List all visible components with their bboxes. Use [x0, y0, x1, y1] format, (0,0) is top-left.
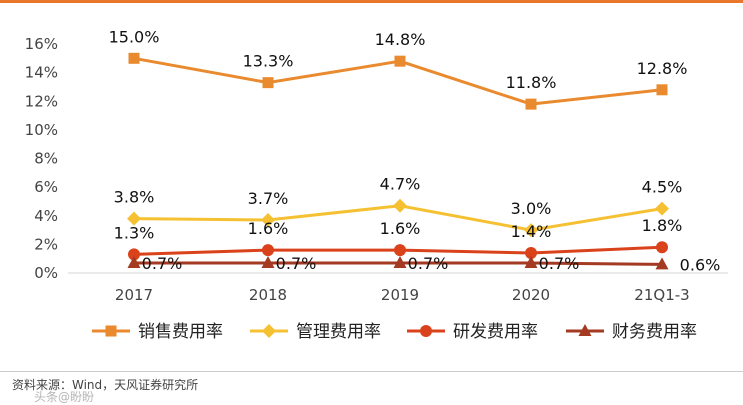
- data-point: [393, 255, 407, 268]
- x-tick-label: 2019: [381, 286, 419, 304]
- data-point: [127, 255, 141, 268]
- data-point: [525, 246, 537, 259]
- data-point: [128, 248, 140, 261]
- legend-marker: [105, 325, 117, 337]
- data-point: [656, 84, 668, 96]
- data-label-layer: 15.0% 13.3% 14.8% 11.8% 12.8% 3.8% 3.7% 4.7% 3.0…: [109, 27, 721, 274]
- data-label: 1.6%: [380, 219, 421, 238]
- line-chart: 0%2%4%6%8%10%12%14%16% 2017 2018 2019 2020 2…: [25, 27, 728, 342]
- data-label: 3.7%: [248, 189, 289, 208]
- data-point: [524, 223, 538, 238]
- data-point: [127, 211, 141, 226]
- legend-marker: [420, 325, 432, 337]
- legend-item: 研发费用率: [407, 322, 538, 342]
- data-point: [261, 255, 275, 268]
- y-tick-label: 8%: [34, 150, 58, 168]
- data-label: 1.4%: [511, 222, 552, 241]
- y-tick-label: 10%: [25, 121, 58, 139]
- x-tick-label: 2017: [115, 286, 153, 304]
- data-point: [262, 77, 274, 89]
- data-label: 12.8%: [637, 59, 688, 78]
- y-tick-label: 2%: [34, 235, 58, 253]
- data-point: [394, 55, 406, 67]
- legend-label: 财务费用率: [612, 322, 697, 342]
- data-point: [655, 201, 669, 216]
- legend-label: 研发费用率: [453, 322, 538, 342]
- data-label: 3.0%: [511, 199, 552, 218]
- x-tick-label: 2018: [249, 286, 287, 304]
- y-tick-label: 4%: [34, 207, 58, 225]
- legend: 销售费用率 管理费用率 研发费用率 财务费用率: [92, 322, 697, 342]
- data-point: [656, 241, 668, 254]
- y-tick-label: 0%: [34, 264, 58, 282]
- data-point: [655, 257, 669, 270]
- x-tick-label: 2020: [512, 286, 550, 304]
- legend-marker: [262, 324, 276, 338]
- data-label: 15.0%: [109, 27, 160, 46]
- data-label: 0.7%: [539, 254, 580, 273]
- data-point: [394, 244, 406, 257]
- data-point: [128, 52, 140, 64]
- top-rule: [0, 0, 743, 3]
- legend-label: 销售费用率: [138, 322, 223, 342]
- data-label: 0.7%: [276, 254, 317, 273]
- y-tick-label: 6%: [34, 178, 58, 196]
- data-label: 0.7%: [408, 254, 449, 273]
- legend-label: 管理费用率: [296, 322, 381, 342]
- legend-marker: [578, 324, 592, 336]
- data-label: 3.8%: [114, 188, 155, 207]
- bottom-rule: [0, 371, 743, 372]
- data-label: 4.7%: [380, 175, 421, 194]
- legend-item: 销售费用率: [92, 322, 223, 342]
- data-label: 14.8%: [375, 30, 426, 49]
- series-layer: [127, 52, 669, 270]
- y-tick-label: 14%: [25, 64, 58, 82]
- data-label: 0.6%: [680, 255, 721, 274]
- data-label: 1.6%: [248, 219, 289, 238]
- y-tick-label: 12%: [25, 92, 58, 110]
- y-axis: 0% 2% 4% 6% 8% 10% 12% 14% 16%: [25, 35, 58, 282]
- data-point: [525, 98, 537, 110]
- data-point: [524, 255, 538, 268]
- data-label: 1.8%: [642, 216, 683, 235]
- source-note: 资料来源：Wind，天风证券研究所: [12, 378, 199, 392]
- x-tick-label: 21Q1-3: [634, 286, 689, 304]
- legend-item: 财务费用率: [566, 322, 697, 342]
- data-point: [261, 213, 275, 228]
- data-point: [393, 198, 407, 213]
- data-label: 1.3%: [114, 223, 155, 242]
- data-label: 4.5%: [642, 178, 683, 197]
- y-tick-label: 16%: [25, 35, 58, 53]
- watermark: 头条@盼盼: [34, 390, 95, 404]
- data-point: [262, 244, 274, 257]
- data-label: 11.8%: [506, 73, 557, 92]
- legend-item: 管理费用率: [250, 322, 381, 342]
- data-label: 13.3%: [243, 52, 294, 71]
- data-label: 0.7%: [142, 254, 183, 273]
- x-axis: 2017 2018 2019 2020 21Q1-3: [68, 272, 728, 304]
